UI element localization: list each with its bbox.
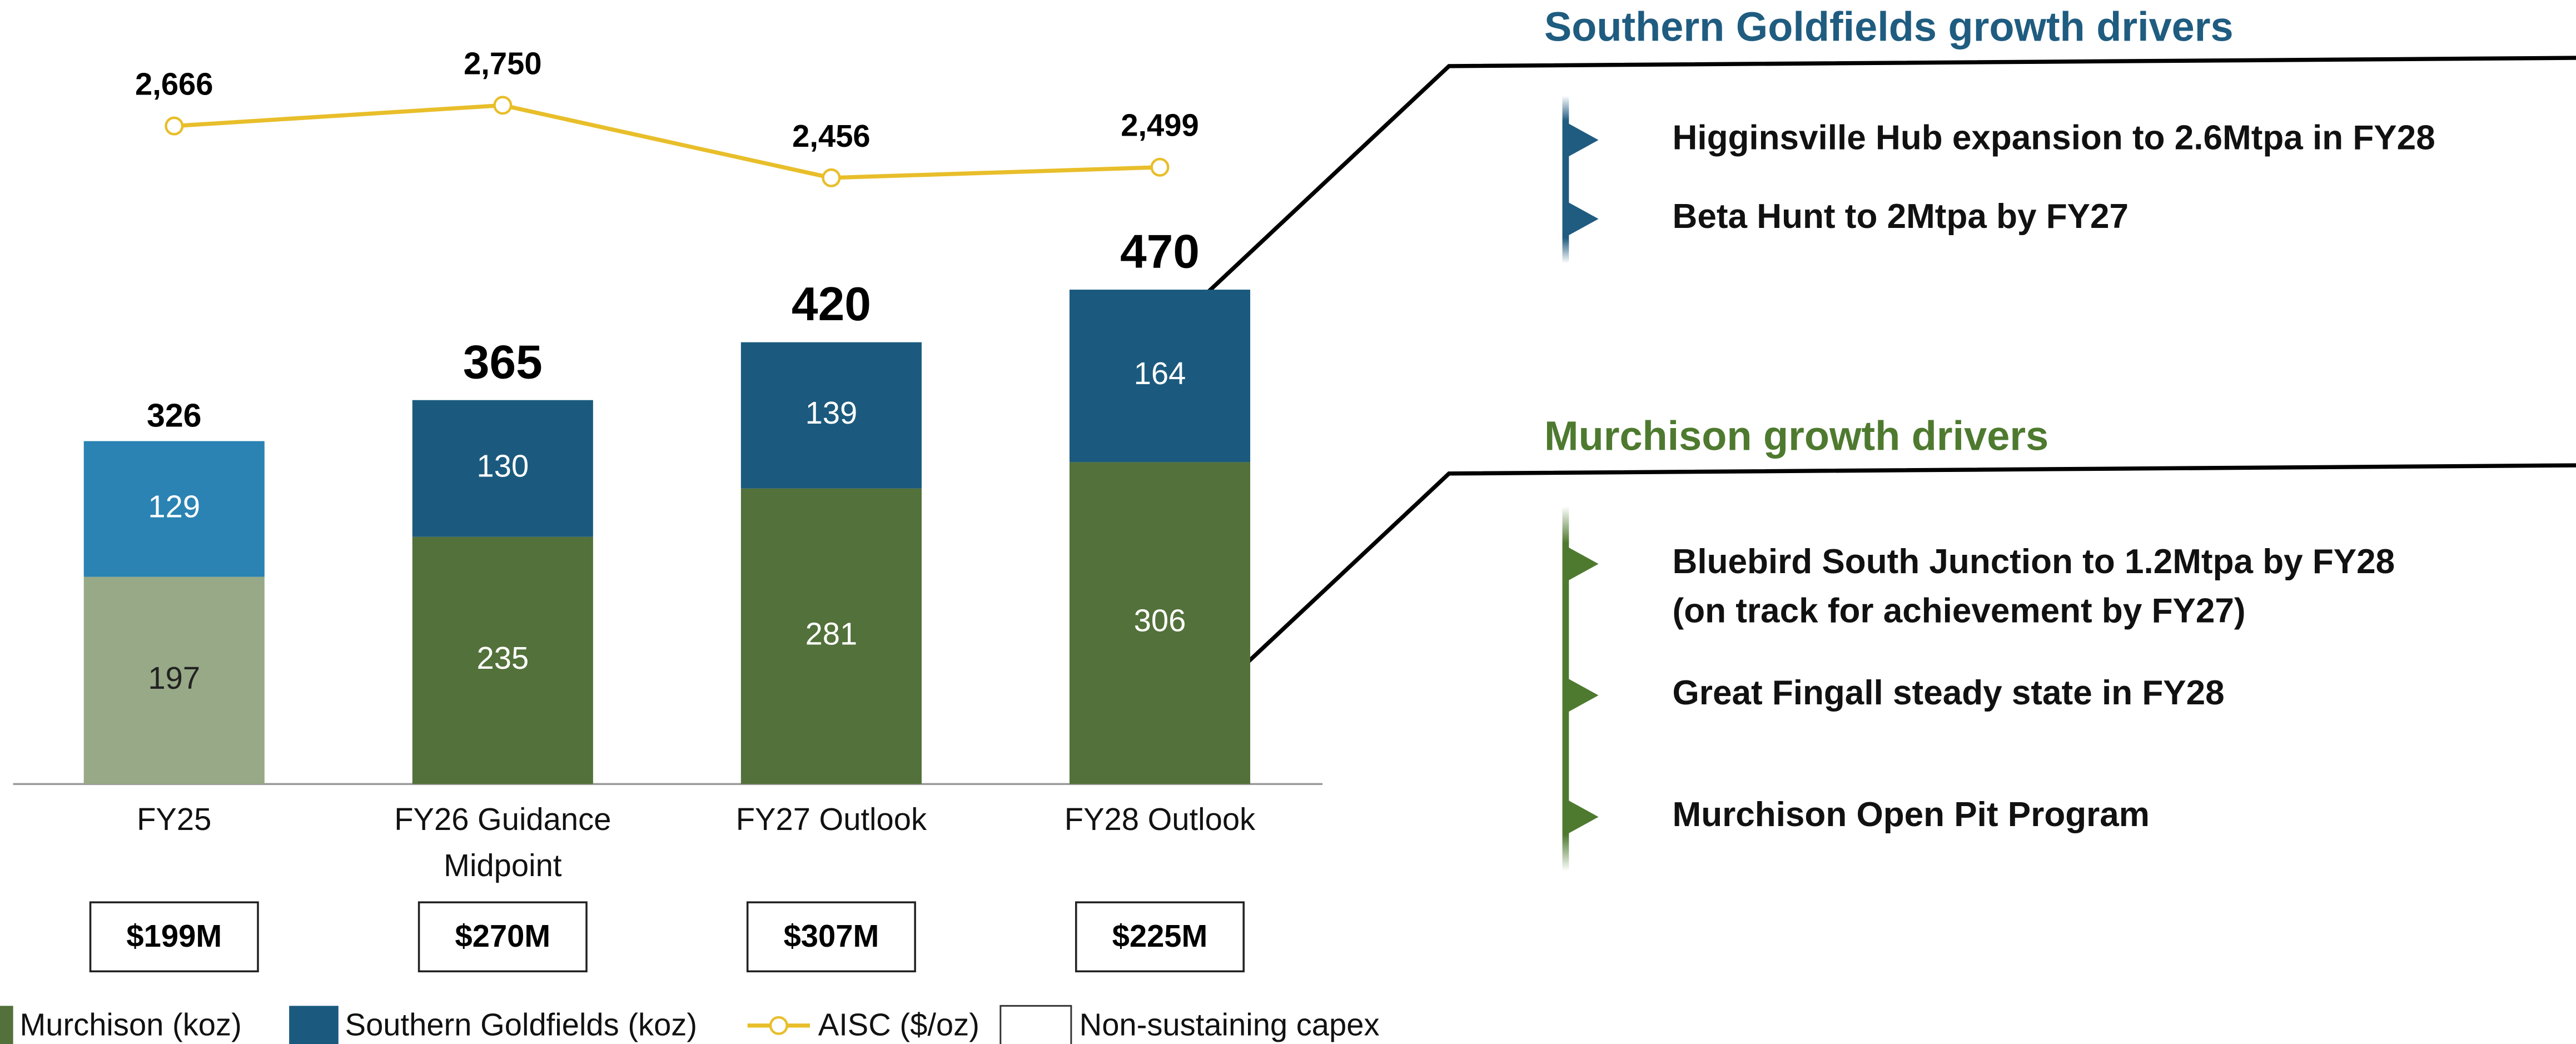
panel-title: Southern Goldfields growth drivers <box>1544 3 2234 49</box>
value-label: 235 <box>477 640 529 675</box>
value-label: 130 <box>477 449 529 484</box>
line-marker <box>493 96 513 115</box>
bar-segment <box>740 488 922 784</box>
line-marker <box>822 168 841 187</box>
legend-swatch <box>999 1005 1072 1044</box>
value-label: 281 <box>805 616 858 651</box>
bar-segment <box>412 536 593 784</box>
bar-segment <box>1069 290 1251 463</box>
bullet-text: Great Fingall steady state in FY28 <box>1673 674 2225 712</box>
bullet-arrow <box>1565 798 1599 835</box>
panel-bar <box>1562 96 1569 264</box>
line-label: 2,499 <box>1121 108 1199 143</box>
bullet-text: Murchison Open Pit Program <box>1673 796 2150 834</box>
bar-segment <box>412 400 593 537</box>
line-marker <box>1150 157 1170 177</box>
capex-box <box>89 901 259 973</box>
x-tick-label: FY27 Outlook <box>735 803 927 838</box>
capex-label: $270M <box>455 918 551 953</box>
legend-marker <box>769 1016 788 1035</box>
bullet-arrow <box>1565 201 1599 237</box>
x-tick-label: FY25 <box>137 803 212 838</box>
bullet-text: Higginsville Hub expansion to 2.6Mtpa in… <box>1673 118 2435 157</box>
capex-label: $199M <box>126 918 222 953</box>
bar-segment <box>83 576 265 784</box>
value-label: 139 <box>805 395 858 430</box>
x-tick-label-box: FY25 <box>137 803 212 838</box>
x-tick-label-box: FY26 Guidance Midpoint <box>394 803 611 884</box>
capex-label: $307M <box>784 918 879 953</box>
capex-box <box>746 901 916 973</box>
bullet-text: Bluebird South Junction to 1.2Mtpa by FY… <box>1673 543 2395 581</box>
legend-label: Non-sustaining capex <box>1080 1007 1380 1042</box>
total-label: 365 <box>463 335 543 389</box>
value-label: 197 <box>148 660 200 695</box>
line-label: 2,456 <box>792 118 870 153</box>
value-label: 164 <box>1134 356 1186 391</box>
line-label: 2,666 <box>135 67 213 102</box>
capex-label: $225M <box>1112 918 1208 953</box>
bar-segment <box>740 342 922 489</box>
legend-swatch <box>289 1006 339 1044</box>
legend-label: Murchison (koz) <box>19 1007 241 1042</box>
bar-segment <box>1069 462 1251 784</box>
total-label: 420 <box>792 277 871 331</box>
bullet-arrow <box>1565 545 1599 582</box>
callout-line <box>1185 56 2576 314</box>
value-label: 129 <box>148 489 200 524</box>
bullet-arrow <box>1565 677 1599 714</box>
total-label: 470 <box>1120 225 1200 279</box>
legend-label: Southern Goldfields (koz) <box>345 1007 697 1042</box>
total-label: 326 <box>147 397 202 434</box>
value-label: 306 <box>1134 603 1186 638</box>
panel-title: Murchison growth drivers <box>1544 412 2048 459</box>
x-tick-label-box: FY27 Outlook <box>735 803 927 838</box>
legend-label: AISC ($/oz) <box>818 1007 979 1042</box>
x-tick-label: FY28 Outlook <box>1064 803 1256 838</box>
x-tick-label: FY26 Guidance Midpoint <box>394 803 611 884</box>
legend-swatch <box>0 1006 13 1044</box>
bullet-text: (on track for achievement by FY27) <box>1673 591 2246 630</box>
capex-box <box>1075 901 1245 973</box>
line <box>174 103 1160 180</box>
bullet-text: Beta Hunt to 2Mtpa by FY27 <box>1673 197 2129 236</box>
x-tick-label-box: FY28 Outlook <box>1064 803 1256 838</box>
bar-segment <box>83 441 265 577</box>
capex-box <box>417 901 588 973</box>
line-marker <box>165 116 184 136</box>
bullet-arrow <box>1565 122 1599 158</box>
line-label: 2,750 <box>464 46 542 81</box>
callout-line <box>1185 463 2576 722</box>
